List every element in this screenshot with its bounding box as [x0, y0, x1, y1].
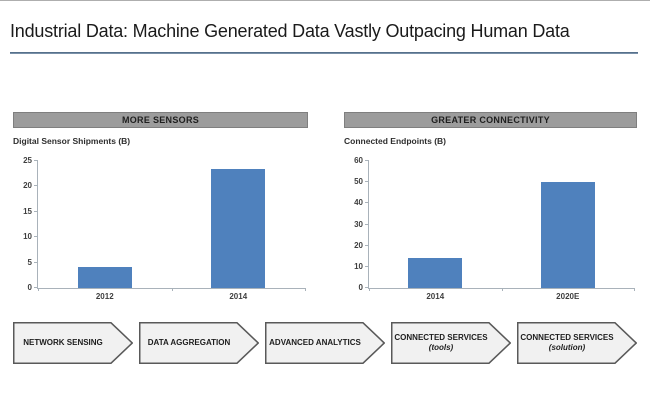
bar-chart-sensor-shipments: 0 5 10 15 20 25 2012 2014 [13, 149, 308, 307]
bar-chart-connected-endpoints: 0 10 20 30 40 50 60 2014 2020E [344, 149, 637, 307]
bar-2014 [211, 168, 266, 288]
y-axis-tick-label: 20 [354, 240, 363, 250]
plot-area: 0 5 10 15 20 25 2012 2014 [23, 157, 306, 301]
flow-step-connected-services-solution: CONNECTED SERVICES (solution) [517, 322, 637, 364]
flow-step-label: DATA AGGREGATION [142, 322, 236, 364]
flow-step-line1: NETWORK SENSING [23, 337, 103, 347]
y-axis-tick-mark [34, 160, 38, 161]
x-axis-tick-mark [501, 288, 503, 291]
page-title: Industrial Data: Machine Generated Data … [10, 21, 570, 41]
y-axis-tick-label: 15 [23, 206, 32, 216]
plot-area: 0 10 20 30 40 50 60 2014 2020E [354, 157, 635, 301]
x-axis-tick-mark [305, 288, 306, 291]
flow-step-data-aggregation: DATA AGGREGATION [139, 322, 259, 364]
arrow-shape-icon [13, 322, 133, 364]
y-axis-tick-mark [365, 160, 369, 161]
y-axis-tick-mark [34, 236, 38, 238]
flow-step-label: ADVANCED ANALYTICS [268, 322, 362, 364]
y-axis-tick-label: 60 [354, 156, 363, 165]
flow-step-line1: CONNECTED SERVICES [520, 332, 614, 342]
y-axis-tick-label: 10 [23, 232, 32, 242]
y-axis-tick-label: 50 [354, 177, 363, 187]
panel-header-greater-connectivity: GREATER CONNECTIVITY [344, 112, 637, 128]
y-axis-tick-mark [34, 185, 38, 187]
x-axis-tick-mark [369, 288, 370, 291]
y-axis-tick-mark [365, 202, 369, 204]
flow-step-line1: DATA AGGREGATION [147, 337, 231, 347]
y-axis-tick-label: 30 [354, 219, 363, 229]
arrow-shape-icon [391, 322, 511, 364]
x-axis-tick-label: 2020E [556, 292, 580, 301]
panel-header-more-sensors: MORE SENSORS [13, 112, 308, 128]
flow-step-line2: (solution) [548, 343, 586, 352]
y-axis-tick-mark [365, 244, 369, 246]
y-axis-tick-label: 25 [23, 156, 32, 165]
flow-step-line2: (tools) [428, 343, 454, 352]
panel-greater-connectivity: GREATER CONNECTIVITY Connected Endpoints… [344, 112, 637, 307]
arrow-shape-icon [139, 322, 259, 364]
bar-2020E [540, 182, 595, 288]
y-axis-tick-mark [365, 287, 369, 288]
panel-more-sensors: MORE SENSORS Digital Sensor Shipments (B… [13, 112, 308, 307]
flow-step-connected-services-tools: CONNECTED SERVICES (tools) [391, 322, 511, 364]
y-axis-tick-mark [365, 265, 369, 267]
bar-2014 [408, 258, 463, 288]
x-axis-tick-label: 2014 [229, 292, 248, 301]
y-axis-tick-label: 5 [27, 257, 32, 267]
y-axis-tick-label: 20 [23, 181, 32, 191]
x-axis-tick-mark [38, 288, 39, 291]
x-axis-tick-mark [634, 288, 635, 291]
y-axis-tick-mark [34, 287, 38, 288]
y-axis-tick-label: 0 [358, 283, 363, 292]
y-axis-tick-label: 0 [27, 283, 32, 292]
y-axis-tick-mark [34, 261, 38, 263]
chart-subtitle-sensor-shipments: Digital Sensor Shipments (B) [13, 136, 131, 146]
flow-step-line1: CONNECTED SERVICES [394, 332, 488, 342]
x-axis-tick-label: 2014 [426, 292, 445, 301]
y-axis-tick-mark [365, 223, 369, 225]
y-axis-tick-mark [34, 210, 38, 212]
y-axis-tick-label: 40 [354, 198, 363, 208]
y-axis-tick-label: 10 [354, 261, 363, 271]
bar-2012 [77, 266, 132, 288]
arrow-shape-icon [517, 322, 637, 364]
flow-step-label: CONNECTED SERVICES (solution) [520, 322, 614, 364]
y-axis-tick-mark [365, 181, 369, 183]
chart-subtitle-connected-endpoints: Connected Endpoints (B) [344, 136, 446, 146]
x-axis-tick-mark [171, 288, 173, 291]
flow-step-advanced-analytics: ADVANCED ANALYTICS [265, 322, 385, 364]
x-axis-tick-label: 2012 [95, 292, 114, 301]
flow-step-label: CONNECTED SERVICES (tools) [394, 322, 488, 364]
flow-step-label: NETWORK SENSING [16, 322, 110, 364]
flow-step-network-sensing: NETWORK SENSING [13, 322, 133, 364]
process-flow: NETWORK SENSING DATA AGGREGATION ADVANCE… [13, 322, 637, 364]
title-underline [10, 52, 638, 54]
arrow-shape-icon [265, 322, 385, 364]
flow-step-line1: ADVANCED ANALYTICS [269, 337, 361, 347]
